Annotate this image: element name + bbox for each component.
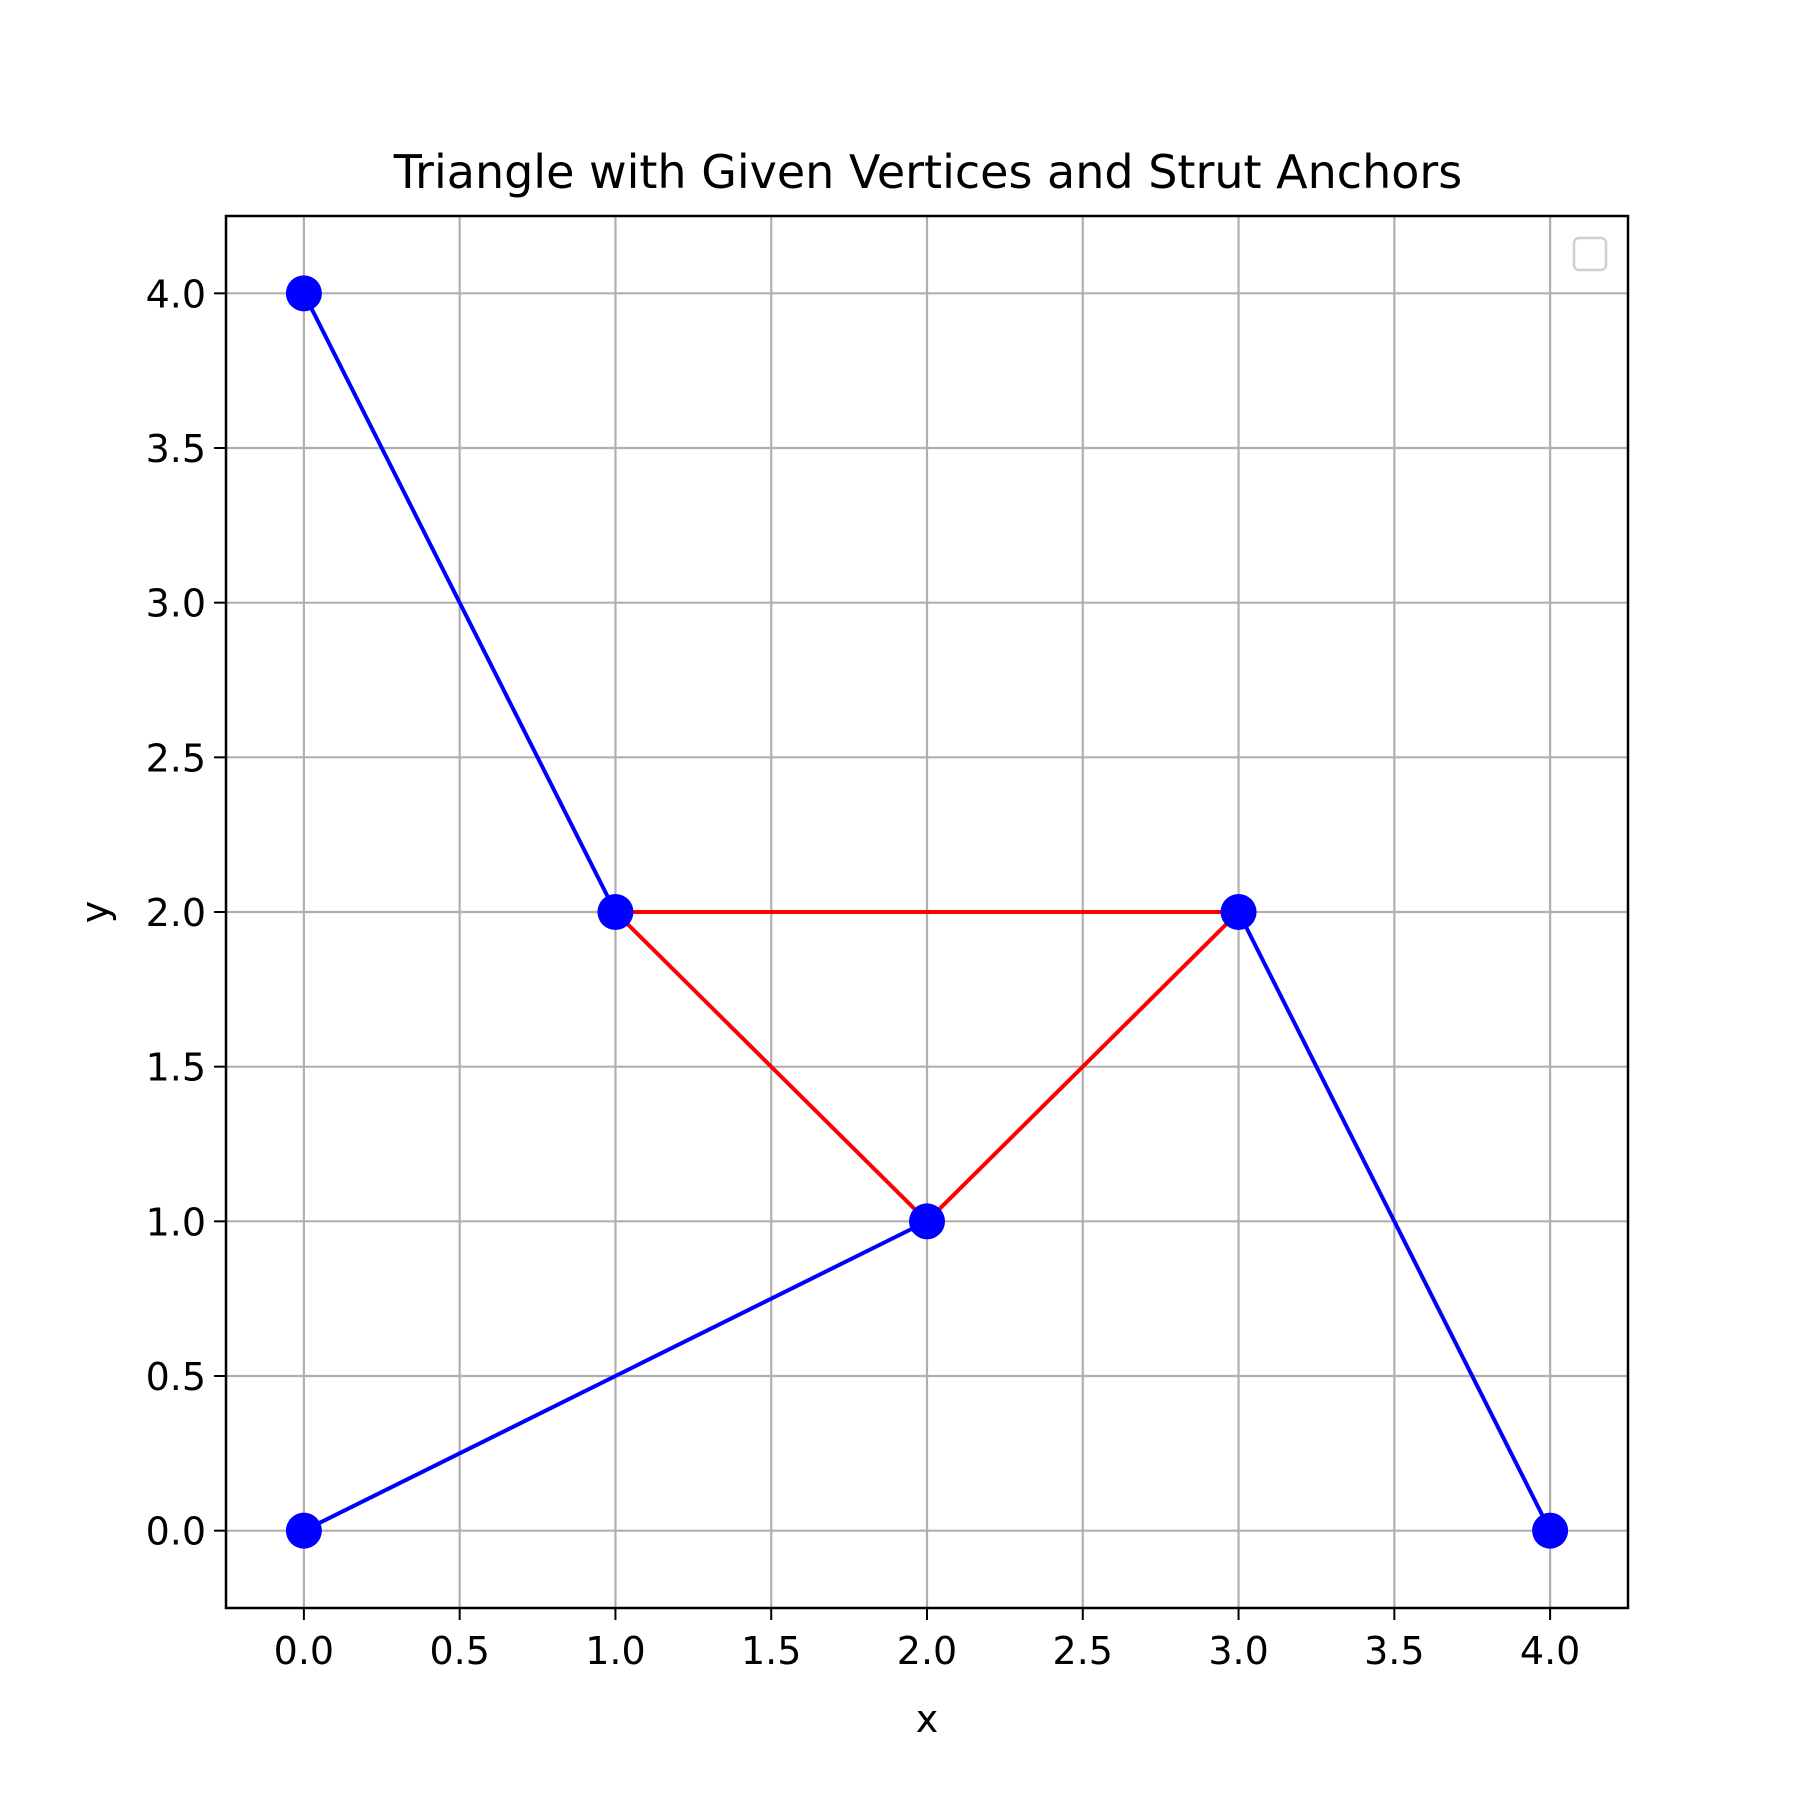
y-tick-label-3: 1.5: [146, 1046, 206, 1090]
y-tick-label-7: 3.5: [146, 427, 206, 471]
data-point-3: [597, 894, 634, 930]
series-layer: [302, 292, 1552, 1533]
series-line-2: [1236, 911, 1552, 1532]
x-tick-label-7: 3.5: [1364, 1629, 1424, 1673]
points-layer: [285, 275, 1569, 1549]
y-tick-label-6: 3.0: [146, 582, 206, 626]
x-axis-label: x: [916, 1697, 939, 1741]
y-tick-label-0: 0.0: [146, 1510, 206, 1554]
x-tick-label-2: 1.0: [585, 1629, 645, 1673]
y-axis-label: y: [73, 901, 117, 924]
data-point-2: [1532, 1512, 1569, 1549]
data-point-0: [285, 275, 322, 312]
x-tick-label-4: 2.0: [897, 1629, 957, 1673]
x-tick-label-1: 0.5: [429, 1629, 489, 1673]
y-tick-label-8: 4.0: [146, 272, 206, 316]
data-point-1: [285, 1512, 322, 1549]
x-tick-label-8: 4.0: [1520, 1629, 1580, 1673]
x-tick-label-3: 1.5: [741, 1629, 801, 1673]
chart-title: Triangle with Given Vertices and Strut A…: [393, 145, 1463, 199]
series-line-3: [614, 910, 1241, 1224]
y-tick-label-2: 1.0: [146, 1200, 206, 1244]
data-point-5: [909, 1203, 945, 1240]
x-axis: 0.0 0.5 1.0 1.5 2.0 2.5 3.0 3.5 4.0: [274, 1608, 1580, 1673]
x-tick-label-6: 3.0: [1208, 1629, 1268, 1673]
series-line-1: [302, 1219, 928, 1533]
data-point-4: [1220, 894, 1257, 930]
y-tick-label-4: 2.0: [146, 891, 206, 935]
x-tick-label-0: 0.0: [274, 1629, 334, 1673]
y-tick-label-5: 2.5: [146, 736, 206, 780]
legend-box: [1572, 236, 1608, 272]
y-tick-label-1: 0.5: [146, 1355, 206, 1399]
y-axis: 0.0 0.5 1.0 1.5 2.0 2.5 3.0 3.5 4.0: [146, 272, 226, 1554]
plot-area: [224, 214, 1630, 1610]
series-line-0: [302, 292, 618, 913]
x-tick-label-5: 2.5: [1053, 1629, 1113, 1673]
